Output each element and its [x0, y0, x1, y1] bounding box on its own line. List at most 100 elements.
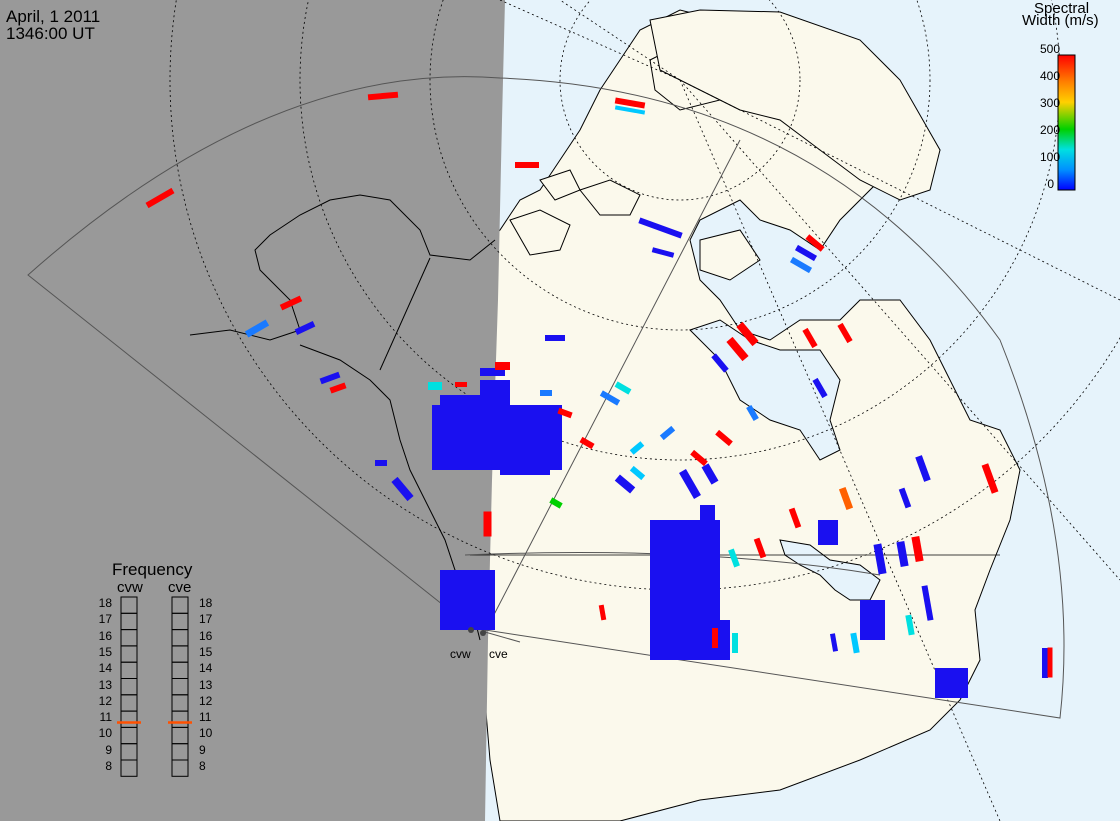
echo-cell: [614, 105, 646, 115]
colorbar-title-line2: Width (m/s): [1022, 12, 1099, 29]
frequency-boxes: [117, 596, 192, 777]
frequency-box: [171, 759, 189, 777]
frequency-radar-cvw: cvw: [117, 579, 143, 596]
echo-cell: [701, 463, 719, 485]
ak-border: [379, 257, 431, 371]
greenland: [649, 9, 941, 201]
frequency-title: Frequency: [112, 560, 193, 579]
frequency-tick: 12: [199, 693, 213, 708]
echo-cell: [319, 371, 341, 385]
frequency-tick: 8: [199, 759, 206, 773]
frequency-tick: 14: [199, 661, 213, 676]
frequency-tick: 9: [105, 742, 112, 757]
echo-cell: [659, 425, 676, 441]
echo-cell: [428, 382, 442, 390]
echo-cell: [455, 382, 467, 387]
echo-cell: [860, 600, 885, 640]
frequency-tick: 16: [199, 628, 213, 643]
echo-cell: [789, 256, 813, 274]
echo-cell: [244, 319, 270, 338]
colorbar-tick: 400: [1040, 69, 1061, 83]
radar-fov: [27, 76, 1065, 719]
frequency-tick: 18: [199, 596, 213, 610]
echo-cell: [794, 244, 818, 262]
echo-cell: [788, 507, 802, 529]
radar-echoes: [145, 91, 1053, 698]
echo-cell: [638, 217, 683, 239]
echo-cell: [690, 449, 708, 467]
echo-cell: [898, 487, 912, 509]
frequency-tick: 13: [98, 677, 112, 692]
echo-cell: [915, 455, 931, 482]
echo-cell: [679, 469, 701, 499]
echo-cell: [728, 548, 740, 568]
echo-cell: [838, 486, 854, 511]
echo-cell: [599, 390, 621, 406]
echo-cell: [440, 395, 480, 415]
radar-site-cve: [480, 630, 486, 636]
frequency-tick: 17: [199, 612, 213, 627]
frequency-tick: 9: [199, 742, 206, 757]
frequency-tick: 12: [98, 693, 112, 708]
date-label: April, 1 2011: [6, 7, 101, 26]
radar-label-cvw: cvw: [450, 647, 471, 661]
colorbar-title-line1: Spectral: [1034, 0, 1090, 17]
echo-cell: [294, 321, 316, 335]
echo-cell: [805, 234, 825, 252]
frequency-tick: 17: [98, 612, 112, 627]
colorbar-tick: 500: [1040, 42, 1061, 56]
echo-cell: [480, 368, 505, 376]
echo-cell: [911, 535, 924, 563]
echo-cell: [700, 505, 715, 535]
echo-cell: [145, 187, 175, 209]
echo-cell: [802, 327, 818, 349]
echo-cell: [440, 570, 495, 630]
frequency-tick: 8: [105, 759, 112, 773]
echo-cell: [981, 463, 999, 494]
echo-cell: [480, 380, 510, 410]
echo-cell: [540, 390, 552, 396]
echo-cell: [279, 295, 303, 311]
echo-cell: [495, 362, 510, 370]
echo-cell: [1047, 647, 1053, 678]
frequency-tick: 16: [98, 628, 112, 643]
echo-cell: [375, 460, 387, 466]
echo-cell: [711, 353, 729, 373]
echo-cell: [818, 520, 838, 545]
echo-cell: [850, 632, 860, 654]
echo-cell: [732, 633, 738, 653]
echo-cell: [614, 474, 636, 494]
colorbar-tick: 0: [1047, 177, 1054, 191]
radar-site-cvw: [468, 627, 474, 633]
echo-cell: [329, 382, 347, 394]
echo-cell: [651, 247, 675, 258]
echo-cell: [726, 336, 749, 362]
echo-cell: [391, 476, 414, 502]
echo-cell: [629, 465, 646, 481]
frequency-tick: 10: [199, 726, 213, 741]
frequency-tick: 14: [98, 661, 112, 676]
echo-cell: [598, 604, 607, 621]
frequency-tick: 11: [99, 710, 112, 725]
echo-cell: [515, 162, 539, 168]
echo-cell: [746, 405, 759, 421]
echo-cell: [549, 497, 563, 509]
frequency-tick: 18: [98, 596, 112, 610]
echo-cell: [873, 543, 887, 575]
radar-label-cve: cve: [489, 647, 508, 661]
echo-cell: [483, 511, 492, 537]
echo-cell: [837, 322, 853, 344]
echo-cell: [921, 585, 934, 621]
echo-cell: [614, 381, 632, 395]
frequency-tick: 15: [98, 644, 112, 659]
echo-cell: [736, 321, 759, 347]
echo-cell: [557, 407, 573, 419]
frequency-tick: 10: [98, 726, 112, 741]
echo-cell: [614, 97, 646, 109]
echo-cell: [545, 335, 565, 341]
echo-cell: [715, 429, 733, 447]
frequency-radar-cve: cve: [168, 579, 192, 596]
echo-cell: [1042, 648, 1048, 678]
